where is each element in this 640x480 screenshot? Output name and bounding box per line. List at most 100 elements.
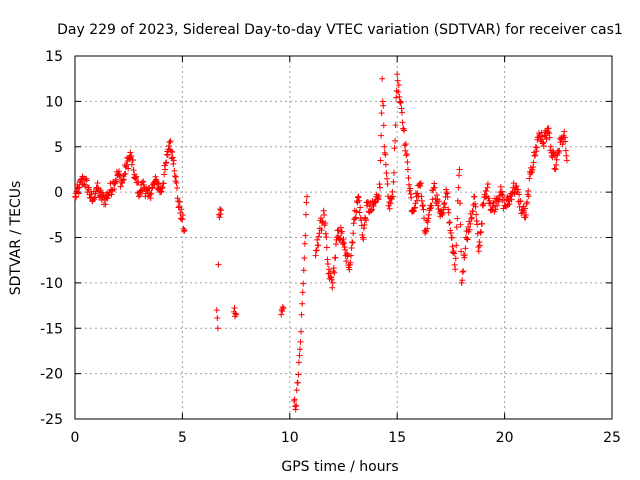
data-point (395, 88, 402, 95)
data-point (120, 176, 127, 183)
data-point (129, 156, 136, 163)
data-point (424, 219, 431, 226)
data-point (176, 198, 183, 205)
y-tick-label: -10 (40, 276, 63, 292)
data-point (486, 197, 493, 204)
data-point (147, 191, 154, 198)
data-point (160, 180, 167, 187)
data-point (313, 247, 320, 254)
data-point (140, 178, 147, 185)
data-point (152, 173, 159, 180)
x-tick-label: 15 (388, 430, 406, 446)
data-point (216, 214, 223, 221)
data-point (407, 185, 414, 192)
data-point (471, 193, 478, 200)
data-point (529, 166, 536, 173)
data-point (460, 268, 467, 275)
data-point (181, 227, 188, 234)
data-point (317, 215, 324, 222)
data-point (381, 143, 388, 150)
data-point (319, 218, 326, 225)
data-point (292, 406, 299, 413)
data-point (406, 181, 413, 188)
data-point (178, 206, 185, 213)
data-point (298, 328, 305, 335)
data-point (116, 168, 123, 175)
data-point (451, 261, 458, 268)
data-point (466, 226, 473, 233)
data-point (446, 219, 453, 226)
data-point (293, 402, 300, 409)
data-point (543, 136, 550, 143)
data-point (495, 196, 502, 203)
data-point (505, 197, 512, 204)
data-point (159, 184, 166, 191)
data-point (552, 166, 559, 173)
data-point (302, 211, 309, 218)
data-point (407, 190, 414, 197)
data-point (532, 152, 539, 159)
data-point (122, 170, 129, 177)
data-point (384, 180, 391, 187)
data-point (547, 143, 554, 150)
data-point (410, 208, 417, 215)
data-point (328, 276, 335, 283)
data-point (320, 207, 327, 214)
data-point (372, 199, 379, 206)
data-point (324, 256, 331, 263)
data-point (480, 200, 487, 207)
data-point (382, 161, 389, 168)
data-point (218, 207, 225, 214)
data-point (408, 194, 415, 201)
data-point (312, 252, 319, 259)
data-point (441, 199, 448, 206)
data-point (553, 161, 560, 168)
x-tick-label: 10 (281, 430, 299, 446)
data-point (112, 179, 119, 186)
data-point (350, 230, 357, 237)
data-point (467, 220, 474, 227)
data-point (424, 225, 431, 232)
data-point (339, 241, 346, 248)
data-point (531, 152, 538, 159)
data-point (498, 188, 505, 195)
data-point (368, 206, 375, 213)
data-point (532, 144, 539, 151)
data-point (414, 190, 421, 197)
data-point (472, 203, 479, 210)
data-point (444, 193, 451, 200)
data-point (297, 338, 304, 345)
data-point (379, 75, 386, 82)
data-point (349, 239, 356, 246)
data-point (492, 206, 499, 213)
data-point (171, 167, 178, 174)
data-point (173, 179, 180, 186)
data-point (383, 170, 390, 177)
data-point (441, 204, 448, 211)
data-point (83, 177, 90, 184)
data-point (337, 224, 344, 231)
data-point (533, 148, 540, 155)
data-point (299, 289, 306, 296)
data-point (330, 264, 337, 271)
data-point (332, 254, 339, 261)
data-point (403, 150, 410, 157)
data-point (530, 164, 537, 171)
data-point (451, 250, 458, 257)
data-point (323, 244, 330, 251)
data-point (337, 235, 344, 242)
data-point (356, 197, 363, 204)
data-point (392, 137, 399, 144)
data-point (459, 277, 466, 284)
data-point (233, 311, 240, 318)
data-point (214, 325, 221, 332)
data-point (157, 189, 164, 196)
data-point (215, 261, 222, 268)
data-point (301, 255, 308, 262)
data-point (355, 193, 362, 200)
y-axis-label: SDTVAR / TECUs (8, 181, 24, 296)
data-point (148, 185, 155, 192)
data-point (444, 190, 451, 197)
data-point (368, 207, 375, 214)
data-point (516, 203, 523, 210)
